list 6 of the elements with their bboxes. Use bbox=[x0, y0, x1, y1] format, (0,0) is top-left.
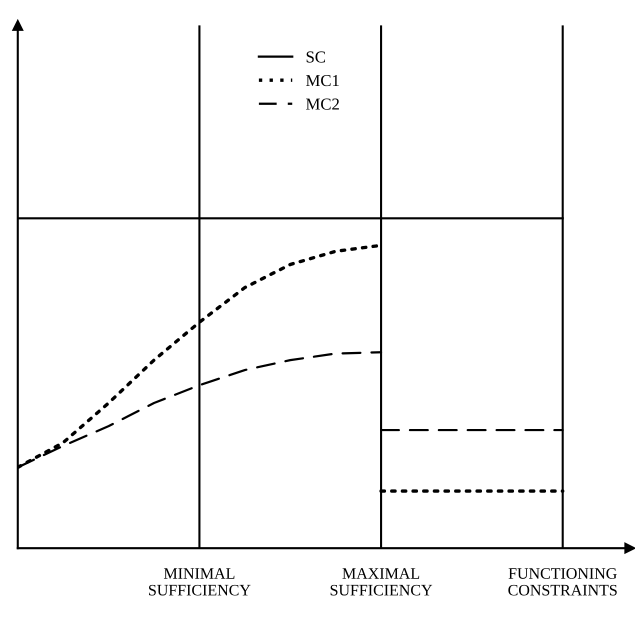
x-tick-label: FUNCTIONING CONSTRAINTS bbox=[508, 568, 617, 596]
legend-label: SC bbox=[306, 51, 326, 63]
x-tick-label: MINIMAL SUFFICIENCY bbox=[149, 568, 250, 596]
legend-label: MC1 bbox=[306, 74, 339, 86]
legend-label: MC2 bbox=[306, 98, 339, 110]
x-tick-label: MAXIMAL SUFFICIENCY bbox=[330, 568, 432, 596]
